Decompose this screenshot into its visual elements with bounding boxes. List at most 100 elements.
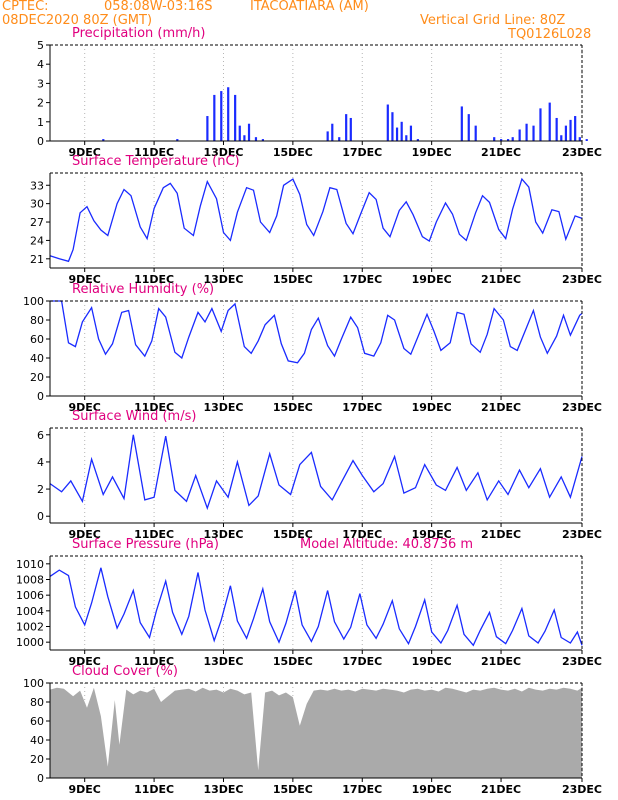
x-tick-label: 15DEC [273,146,313,159]
x-tick-label: 17DEC [342,783,382,796]
x-tick-label: 9DEC [69,273,101,286]
x-tick-label: 9DEC [69,783,101,796]
precip-bar [525,123,528,141]
cloud-area [50,687,582,778]
x-tick-label: 19DEC [412,401,452,414]
x-tick-label: 21DEC [481,401,521,414]
x-tick-label: 15DEC [273,655,313,668]
y-tick-label: 1002 [16,621,44,634]
precip-bar [234,94,237,141]
y-tick-label: 3 [37,77,44,90]
humidity-panel: 0 20 40 60 80 100 9DEC 11DEC 13DEC 15DEC 17DEC 19DE… [23,282,602,414]
pressure-line [49,567,583,647]
x-tick-label: 9DEC [69,528,101,541]
x-tick-label: 15DEC [273,528,313,541]
precip-bar [548,102,551,141]
precip-bar [213,94,216,141]
y-tick-label: 1004 [16,605,44,618]
precip-bar [227,87,230,141]
precip-bar [254,137,258,141]
x-tick-label: 17DEC [342,528,382,541]
y-tick-label: 6 [37,429,44,442]
x-tick-label: 15DEC [273,273,313,286]
precip-bar [555,117,558,141]
y-tick-label: 0 [37,135,44,148]
precip-bar [506,139,510,141]
x-tick-label: 17DEC [342,655,382,668]
x-tick-label: 9DEC [69,401,101,414]
precip-bar [338,137,341,141]
y-tick-label: 20 [30,371,44,384]
x-tick-label: 23DEC [562,528,602,541]
y-tick-label: 24 [30,234,44,247]
humidity-title: Relative Humidity (%) [72,282,214,297]
precip-bar [247,123,251,141]
precip-bar [102,139,105,141]
precip-bar [467,114,470,141]
y-tick-label: 0 [37,390,44,403]
x-tick-label: 17DEC [342,146,382,159]
header-datetime: 08DEC2020 80Z (GMT) [2,13,153,28]
precip-bar [564,125,568,141]
precip-bar [176,139,179,141]
precip-bar [578,137,581,141]
x-tick-label: 15DEC [273,783,313,796]
y-tick-label: 60 [30,333,44,346]
pressure-annotation: Model Altitude: 40.8736 m [300,537,473,552]
precip-bar [220,91,223,141]
precip-bar [574,116,577,141]
x-tick-label: 19DEC [412,273,452,286]
y-tick-label: 4 [37,58,44,71]
x-tick-label: 13DEC [203,273,243,286]
precip-bar [493,137,496,141]
cloud-title: Cloud Cover (%) [72,664,178,679]
precip-bar [409,125,413,141]
precip-bar [400,121,403,141]
x-tick-label: 21DEC [481,146,521,159]
x-tick-label: 23DEC [562,146,602,159]
x-tick-label: 11DEC [134,401,174,414]
x-tick-label: 21DEC [481,783,521,796]
precip-bar [474,125,477,141]
x-tick-label: 13DEC [203,655,243,668]
precip-bar [416,139,419,141]
x-tick-label: 11DEC [134,528,174,541]
x-tick-label: 13DEC [203,401,243,414]
wind-title: Surface Wind (m/s) [72,409,196,424]
header-station: ITACOATIARA (AM) [250,0,369,14]
y-tick-label: 21 [30,253,44,266]
precip-bar [391,112,394,141]
y-tick-label: 27 [30,216,44,229]
x-tick-label: 23DEC [562,655,602,668]
precip-bar [532,125,535,141]
x-tick-label: 13DEC [203,783,243,796]
y-tick-label: 33 [30,179,44,192]
precip-bar [326,131,329,141]
x-tick-label: 23DEC [562,273,602,286]
x-tick-label: 13DEC [203,146,243,159]
x-tick-label: 11DEC [134,146,174,159]
precip-bar [569,119,572,141]
precip-bar [206,116,209,141]
y-tick-label: 1 [37,116,44,129]
precip-bar [500,139,503,141]
y-tick-label: 40 [30,734,44,747]
y-tick-label: 0 [37,772,44,785]
wind-line [49,434,583,511]
header-code: TQ0126L028 [508,27,592,42]
x-tick-label: 13DEC [203,528,243,541]
x-tick-label: 21DEC [481,655,521,668]
x-tick-label: 11DEC [134,783,174,796]
y-tick-label: 1006 [16,589,44,602]
precip-bar [405,135,408,141]
y-tick-label: 100 [23,677,44,690]
x-tick-label: 23DEC [562,401,602,414]
x-tick-label: 19DEC [412,528,452,541]
cloud-panel: 0 20 40 60 80 100 9DEC 11DEC 13DEC 15DEC 17DEC 19DE… [23,664,602,796]
y-tick-label: 60 [30,715,44,728]
humidity-line [50,300,583,364]
wind-panel: 0 2 4 6 9DEC 11DEC 13DEC 15DEC 17DEC 19DEC 21DEC 23… [37,409,602,541]
pressure-title: Surface Pressure (hPa) [72,537,219,552]
precip-bar [345,114,348,141]
